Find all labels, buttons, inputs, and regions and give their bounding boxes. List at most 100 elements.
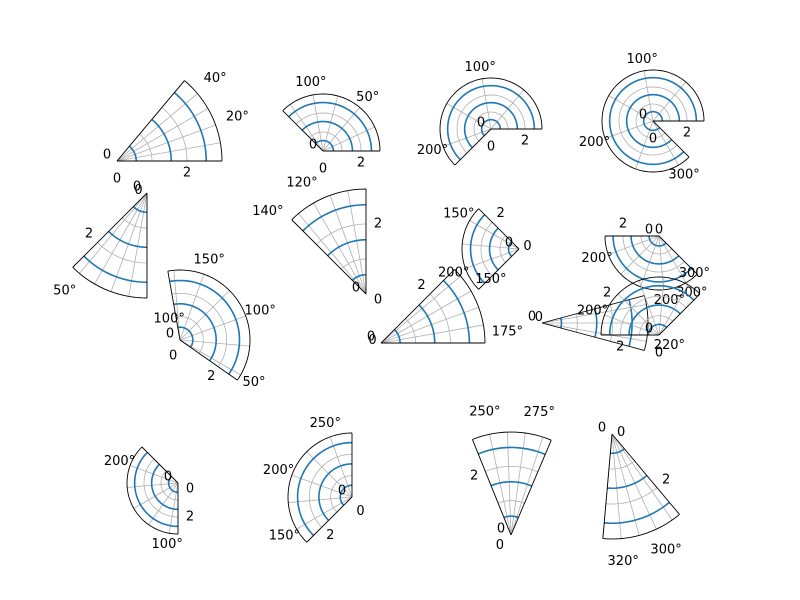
outer-spine [291, 188, 367, 221]
r-tick-label: 0 [113, 172, 121, 187]
series-line [612, 235, 693, 283]
r-tick-label: 2 [603, 286, 611, 301]
polar-panel-12: 0 200° 300° 0 2 [577, 266, 710, 360]
polar-panel-8: 0 200° 300° 0 2 [581, 217, 707, 301]
r-gridline [473, 111, 509, 142]
theta-tick-label: 150° [475, 272, 506, 287]
theta-gridline [490, 89, 525, 130]
theta-tick-label: 50° [53, 284, 76, 299]
series-line [128, 145, 138, 162]
series-line [301, 120, 354, 152]
r-tick-label: 2 [619, 217, 627, 232]
theta-gridline [133, 482, 179, 509]
theta-gridline [94, 192, 148, 285]
theta-gridline [617, 293, 660, 336]
polar-panel-9: 0 50° 100° 150° 0 2 [166, 252, 276, 390]
series-line [167, 475, 179, 494]
theta-gridline [611, 433, 640, 536]
theta-gridline [116, 142, 221, 162]
r-gridline [639, 315, 673, 336]
theta-tick-label: 300° [676, 286, 707, 301]
theta-gridline [289, 104, 324, 152]
start-spine [541, 295, 645, 324]
theta-tick-label: 220° [654, 338, 685, 353]
polar-panel-2: 0 50° 100° 0 2 [282, 75, 381, 177]
theta-gridline [179, 315, 246, 341]
r-gridline [575, 313, 578, 333]
r-tick-label: 2 [683, 126, 691, 141]
r-tick-label: 2 [326, 528, 334, 543]
r-gridline [405, 318, 417, 344]
theta-gridline [611, 433, 673, 521]
theta-tick-label: 300° [679, 266, 710, 281]
theta-tick-label: 0 [497, 522, 505, 537]
outer-spine [461, 208, 480, 290]
theta-gridline [380, 290, 472, 344]
outer-spine [604, 235, 698, 291]
theta-gridline [79, 192, 148, 274]
r-tick-label: 0 [655, 223, 663, 238]
theta-gridline [635, 120, 654, 170]
theta-gridline [179, 274, 205, 341]
outer-spine [601, 69, 705, 173]
r-gridline [161, 107, 188, 162]
start-spine [478, 208, 520, 250]
r-gridline [175, 316, 204, 354]
series-line [442, 279, 471, 344]
theta-tick-label: 0 [309, 138, 317, 153]
series-line [463, 101, 519, 149]
theta-gridline [173, 270, 181, 341]
end-spine [510, 440, 552, 536]
series-line [151, 118, 173, 162]
theta-gridline [481, 78, 492, 130]
theta-tick-label: 50° [356, 90, 379, 105]
theta-tick-label: 140° [252, 204, 283, 219]
theta-gridline [510, 432, 526, 536]
theta-gridline [347, 190, 367, 295]
r-tick-label: 2 [521, 134, 529, 149]
theta-tick-label: 100° [465, 60, 496, 75]
series-line [503, 515, 519, 519]
r-tick-label: 0 [186, 482, 194, 497]
theta-tick-label: 0 [103, 148, 111, 163]
start-spine [72, 192, 148, 268]
theta-gridline [442, 128, 492, 147]
start-spine [611, 433, 680, 515]
r-gridline [640, 235, 673, 255]
theta-gridline [611, 433, 622, 539]
series-line [604, 501, 670, 525]
r-tick-label: 0 [356, 504, 364, 519]
theta-tick-label: 0 [598, 421, 606, 436]
outer-spine [167, 269, 251, 381]
r-tick-label: 0 [319, 162, 327, 177]
series-line [608, 284, 695, 336]
theta-gridline [658, 284, 689, 336]
theta-tick-label: 150° [443, 207, 474, 222]
start-spine [380, 269, 455, 344]
r-gridline [121, 217, 148, 229]
r-gridline [619, 295, 687, 336]
theta-gridline [288, 496, 353, 503]
r-tick-label: 0 [617, 425, 625, 440]
theta-tick-label: 0 [367, 330, 375, 345]
series-line [610, 448, 625, 455]
theta-tick-label: 0 [352, 281, 360, 296]
theta-tick-label: 150° [194, 252, 225, 267]
theta-gridline [116, 93, 198, 162]
theta-tick-label: 150° [269, 529, 300, 544]
r-tick-label: 2 [417, 278, 425, 293]
theta-tick-label: 175° [492, 324, 523, 339]
series-line [507, 241, 513, 257]
r-tick-label: 0 [487, 140, 495, 155]
theta-tick-label: 100° [154, 312, 185, 327]
theta-tick-label: 320° [608, 554, 639, 569]
theta-gridline [306, 451, 353, 498]
theta-gridline [380, 275, 461, 344]
r-gridline [608, 460, 635, 470]
theta-tick-label: 0 [477, 116, 485, 131]
r-gridline [480, 221, 493, 277]
outer-spine [184, 80, 223, 162]
theta-gridline [652, 81, 687, 122]
